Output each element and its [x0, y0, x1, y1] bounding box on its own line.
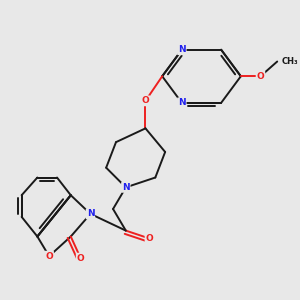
Text: N: N [178, 98, 186, 107]
Text: N: N [178, 45, 186, 54]
Text: N: N [122, 183, 130, 192]
Text: O: O [146, 234, 153, 243]
Text: O: O [142, 96, 149, 105]
Text: CH₃: CH₃ [281, 57, 298, 66]
Text: O: O [77, 254, 85, 262]
Text: N: N [87, 209, 94, 218]
Text: O: O [256, 72, 264, 81]
Text: O: O [45, 252, 53, 261]
